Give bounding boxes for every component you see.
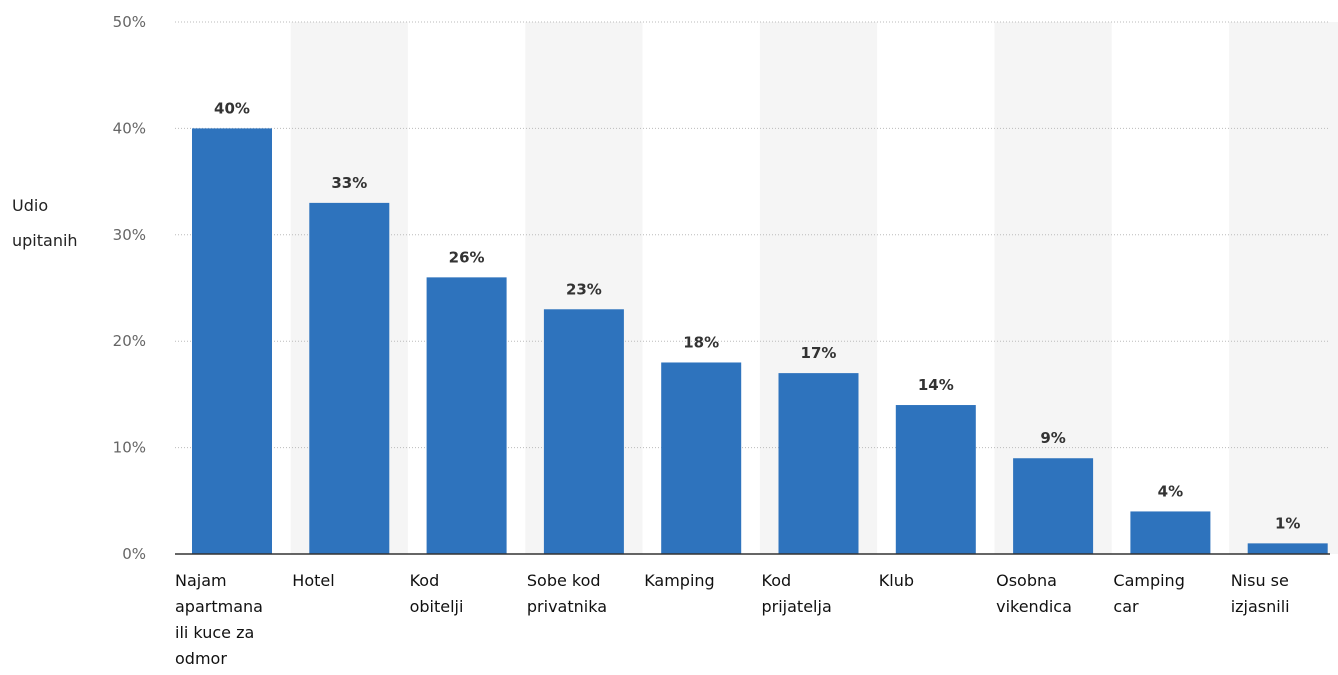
bar-0 xyxy=(192,128,272,554)
category-label-line: Kod xyxy=(762,571,792,590)
category-label: Hotel xyxy=(292,571,334,590)
value-label: 26% xyxy=(449,248,485,266)
bar-3 xyxy=(543,309,624,554)
y-tick-labels: 0% 10% 20% 30% 40% 50% xyxy=(113,13,146,563)
bar-2 xyxy=(426,277,507,554)
bar-7 xyxy=(1013,458,1094,554)
category-label-line: privatnika xyxy=(527,597,607,616)
category-label-line: izjasnili xyxy=(1231,597,1290,616)
y-tick-label: 20% xyxy=(113,332,146,350)
category-label-line: ili kuce za xyxy=(175,623,254,642)
category-label-line: Kod xyxy=(410,571,440,590)
category-labels: Najam apartmana ili kuce za odmor Hotel Kod ob… xyxy=(175,571,1290,668)
category-label-line: odmor xyxy=(175,649,227,668)
bar-4 xyxy=(661,362,742,554)
y-tick-label: 50% xyxy=(113,13,146,31)
y-tick-label: 0% xyxy=(122,545,146,563)
category-label-line: car xyxy=(1113,597,1139,616)
value-label: 1% xyxy=(1275,514,1300,532)
value-label: 40% xyxy=(214,99,250,117)
y-axis-label-line-2: upitanih xyxy=(12,231,78,250)
bar-9 xyxy=(1247,543,1328,554)
y-tick-label: 30% xyxy=(113,226,146,244)
category-label-line: Nisu se xyxy=(1231,571,1289,590)
category-label: Klub xyxy=(879,571,914,590)
category-label: Kod obitelji xyxy=(410,571,464,616)
value-label: 23% xyxy=(566,280,602,298)
value-label: 14% xyxy=(918,376,954,394)
value-label: 17% xyxy=(801,344,837,362)
bars xyxy=(192,128,1328,554)
category-label: Nisu se izjasnili xyxy=(1231,571,1290,616)
bar-6 xyxy=(895,405,976,554)
category-label: Najam apartmana ili kuce za odmor xyxy=(175,571,263,668)
y-tick-label: 10% xyxy=(113,439,146,457)
value-labels: 40% 33% 26% 23% 18% 17% 14% 9% 4% 1% xyxy=(214,99,1300,532)
y-tick-label: 40% xyxy=(113,119,146,137)
category-label-line: Sobe kod xyxy=(527,571,601,590)
category-label-line: vikendica xyxy=(996,597,1072,616)
value-label: 18% xyxy=(683,333,719,351)
category-label-line: obitelji xyxy=(410,597,464,616)
value-label: 4% xyxy=(1158,482,1183,500)
bar-8 xyxy=(1130,511,1211,554)
category-label: Osobna vikendica xyxy=(996,571,1072,616)
category-label: Kamping xyxy=(644,571,715,590)
category-label-line: apartmana xyxy=(175,597,263,616)
category-label-line: Klub xyxy=(879,571,914,590)
category-label: Sobe kod privatnika xyxy=(527,571,607,616)
category-label: Camping car xyxy=(1113,571,1184,616)
bar-1 xyxy=(309,202,390,554)
bar-5 xyxy=(778,373,859,554)
category-label-line: Hotel xyxy=(292,571,334,590)
band-9 xyxy=(1229,22,1338,554)
category-label-line: Osobna xyxy=(996,571,1057,590)
category-label-line: Camping xyxy=(1113,571,1184,590)
y-axis-label-line-1: Udio xyxy=(12,196,48,215)
category-label-line: Kamping xyxy=(644,571,715,590)
category-label: Kod prijatelja xyxy=(762,571,832,616)
category-label-line: Najam xyxy=(175,571,227,590)
category-label-line: prijatelja xyxy=(762,597,832,616)
value-label: 9% xyxy=(1040,429,1065,447)
value-label: 33% xyxy=(331,174,367,192)
alternating-bands xyxy=(290,22,1338,554)
